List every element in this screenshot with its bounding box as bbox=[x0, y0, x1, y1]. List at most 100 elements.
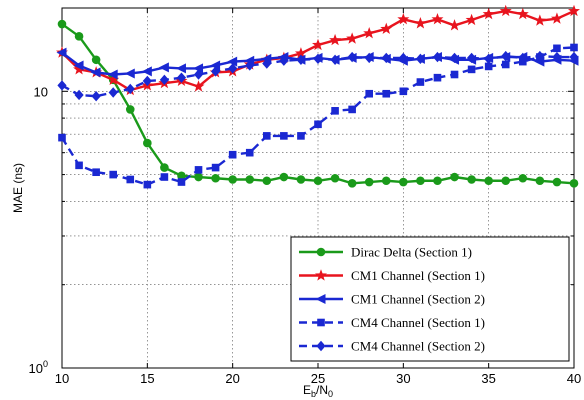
data-point-marker bbox=[550, 12, 563, 24]
data-point-marker bbox=[107, 73, 120, 85]
legend-label: CM4 Channel (Section 2) bbox=[351, 339, 485, 354]
data-point-marker bbox=[467, 175, 476, 184]
data-point-marker bbox=[193, 69, 204, 80]
x-tick-label: 40 bbox=[567, 371, 581, 386]
data-point-marker bbox=[109, 170, 117, 179]
data-point-marker bbox=[399, 87, 408, 96]
data-point-marker bbox=[569, 179, 579, 188]
data-point-marker bbox=[211, 173, 220, 183]
legend-label: CM1 Channel (Section 1) bbox=[351, 268, 485, 283]
data-point-marker bbox=[296, 54, 306, 65]
data-point-marker bbox=[501, 50, 511, 62]
data-point-marker bbox=[467, 52, 477, 64]
data-point-marker bbox=[433, 73, 442, 82]
data-point-marker bbox=[416, 176, 425, 186]
data-point-marker bbox=[92, 168, 100, 177]
data-point-marker bbox=[415, 53, 425, 65]
data-point-marker bbox=[262, 58, 272, 69]
data-point-marker bbox=[159, 74, 169, 86]
data-point-marker bbox=[245, 175, 255, 184]
data-point-marker bbox=[125, 83, 135, 95]
data-point-marker bbox=[313, 176, 323, 186]
data-point-marker bbox=[329, 33, 342, 46]
series-1 bbox=[57, 19, 579, 188]
data-point-marker bbox=[535, 176, 545, 186]
legend-item: CM1 Channel (Section 1) bbox=[299, 268, 485, 283]
data-point-marker bbox=[175, 63, 186, 74]
data-point-marker bbox=[516, 7, 529, 20]
data-point-marker bbox=[74, 32, 84, 41]
x-tick-label: 35 bbox=[481, 371, 495, 386]
x-tick-label: 30 bbox=[396, 371, 410, 386]
data-point-marker bbox=[176, 72, 187, 83]
data-point-marker bbox=[330, 54, 340, 65]
data-point-marker bbox=[398, 52, 408, 64]
legend-label: Dirac Delta (Section 1) bbox=[351, 245, 472, 260]
data-point-marker bbox=[499, 4, 512, 17]
legend-marker bbox=[316, 340, 326, 352]
data-point-marker bbox=[296, 175, 306, 184]
series-5 bbox=[57, 50, 579, 102]
legend-marker bbox=[315, 294, 326, 304]
data-point-marker bbox=[346, 32, 359, 44]
data-point-marker bbox=[518, 52, 528, 64]
data-point-marker bbox=[73, 63, 86, 75]
y-tick-label: 100 bbox=[29, 359, 48, 376]
data-point-marker bbox=[381, 176, 391, 186]
data-point-marker bbox=[484, 176, 493, 186]
data-point-marker bbox=[279, 55, 289, 66]
data-point-marker bbox=[160, 163, 169, 172]
legend-item: CM4 Channel (Section 1) bbox=[299, 315, 485, 330]
data-point-marker bbox=[552, 177, 562, 187]
data-point-marker bbox=[193, 63, 204, 74]
data-point-marker bbox=[108, 87, 118, 98]
data-point-marker bbox=[158, 62, 169, 73]
data-point-marker bbox=[484, 53, 494, 65]
data-point-marker bbox=[279, 172, 289, 182]
x-tick-label: 25 bbox=[311, 371, 325, 386]
legend-label: CM4 Channel (Section 1) bbox=[351, 315, 485, 330]
data-point-marker bbox=[211, 163, 220, 172]
data-point-marker bbox=[449, 52, 460, 64]
data-point-marker bbox=[57, 80, 67, 91]
data-point-marker bbox=[331, 107, 339, 115]
data-point-marker bbox=[448, 19, 461, 31]
data-point-marker bbox=[294, 47, 307, 59]
legend-label: CM1 Channel (Section 2) bbox=[351, 292, 485, 307]
legend-item: CM1 Channel (Section 2) bbox=[299, 292, 485, 307]
data-point-marker bbox=[501, 60, 510, 69]
data-point-marker bbox=[533, 14, 546, 26]
data-point-marker bbox=[74, 89, 84, 101]
data-point-marker bbox=[143, 138, 152, 148]
x-tick-label: 10 bbox=[55, 371, 69, 386]
data-point-marker bbox=[177, 178, 186, 186]
series-4 bbox=[58, 43, 578, 189]
data-point-marker bbox=[518, 173, 528, 183]
data-point-marker bbox=[363, 27, 376, 39]
data-point-marker bbox=[56, 47, 67, 58]
data-point-marker bbox=[227, 56, 238, 67]
data-point-marker bbox=[313, 53, 323, 65]
legend-marker bbox=[315, 269, 327, 281]
legend-marker bbox=[316, 247, 326, 257]
data-point-marker bbox=[245, 148, 254, 157]
axis-ticks: 10 15 20 25 30 35 40 100 10 bbox=[29, 7, 581, 386]
data-point-marker bbox=[414, 17, 427, 29]
data-point-marker bbox=[125, 105, 135, 114]
data-point-marker bbox=[75, 161, 83, 170]
data-point-marker bbox=[465, 13, 478, 26]
data-point-marker bbox=[501, 176, 511, 186]
x-tick-label: 15 bbox=[140, 371, 154, 386]
data-point-marker bbox=[535, 50, 545, 62]
data-point-marker bbox=[91, 55, 101, 65]
data-point-marker bbox=[568, 4, 580, 17]
data-point-marker bbox=[552, 51, 562, 63]
data-point-marker bbox=[348, 105, 356, 114]
data-point-marker bbox=[194, 166, 203, 174]
data-point-marker bbox=[482, 7, 495, 20]
data-point-marker bbox=[245, 60, 255, 71]
data-point-marker bbox=[192, 80, 205, 92]
data-point-marker bbox=[450, 172, 459, 182]
data-point-marker bbox=[569, 51, 579, 63]
